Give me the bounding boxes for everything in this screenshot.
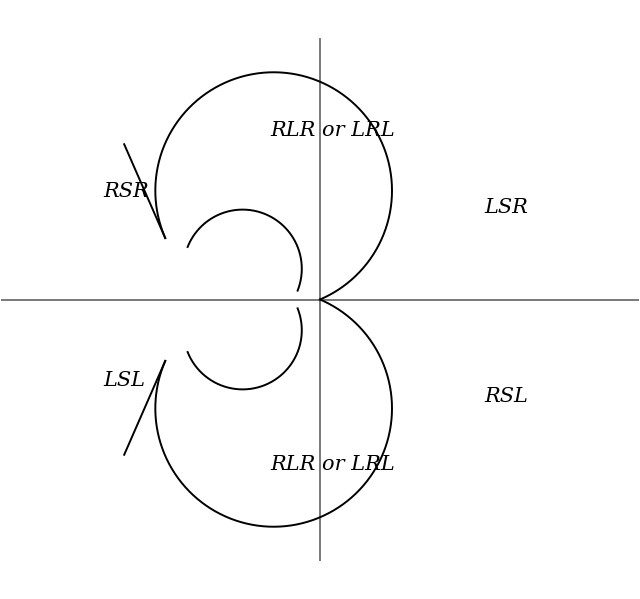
Text: RLR or LRL: RLR or LRL bbox=[270, 455, 395, 474]
Text: RSL: RSL bbox=[484, 387, 528, 406]
Text: RSR: RSR bbox=[104, 182, 150, 201]
Text: LSR: LSR bbox=[484, 198, 528, 217]
Text: RLR or LRL: RLR or LRL bbox=[270, 120, 395, 140]
Text: LSL: LSL bbox=[104, 371, 146, 390]
